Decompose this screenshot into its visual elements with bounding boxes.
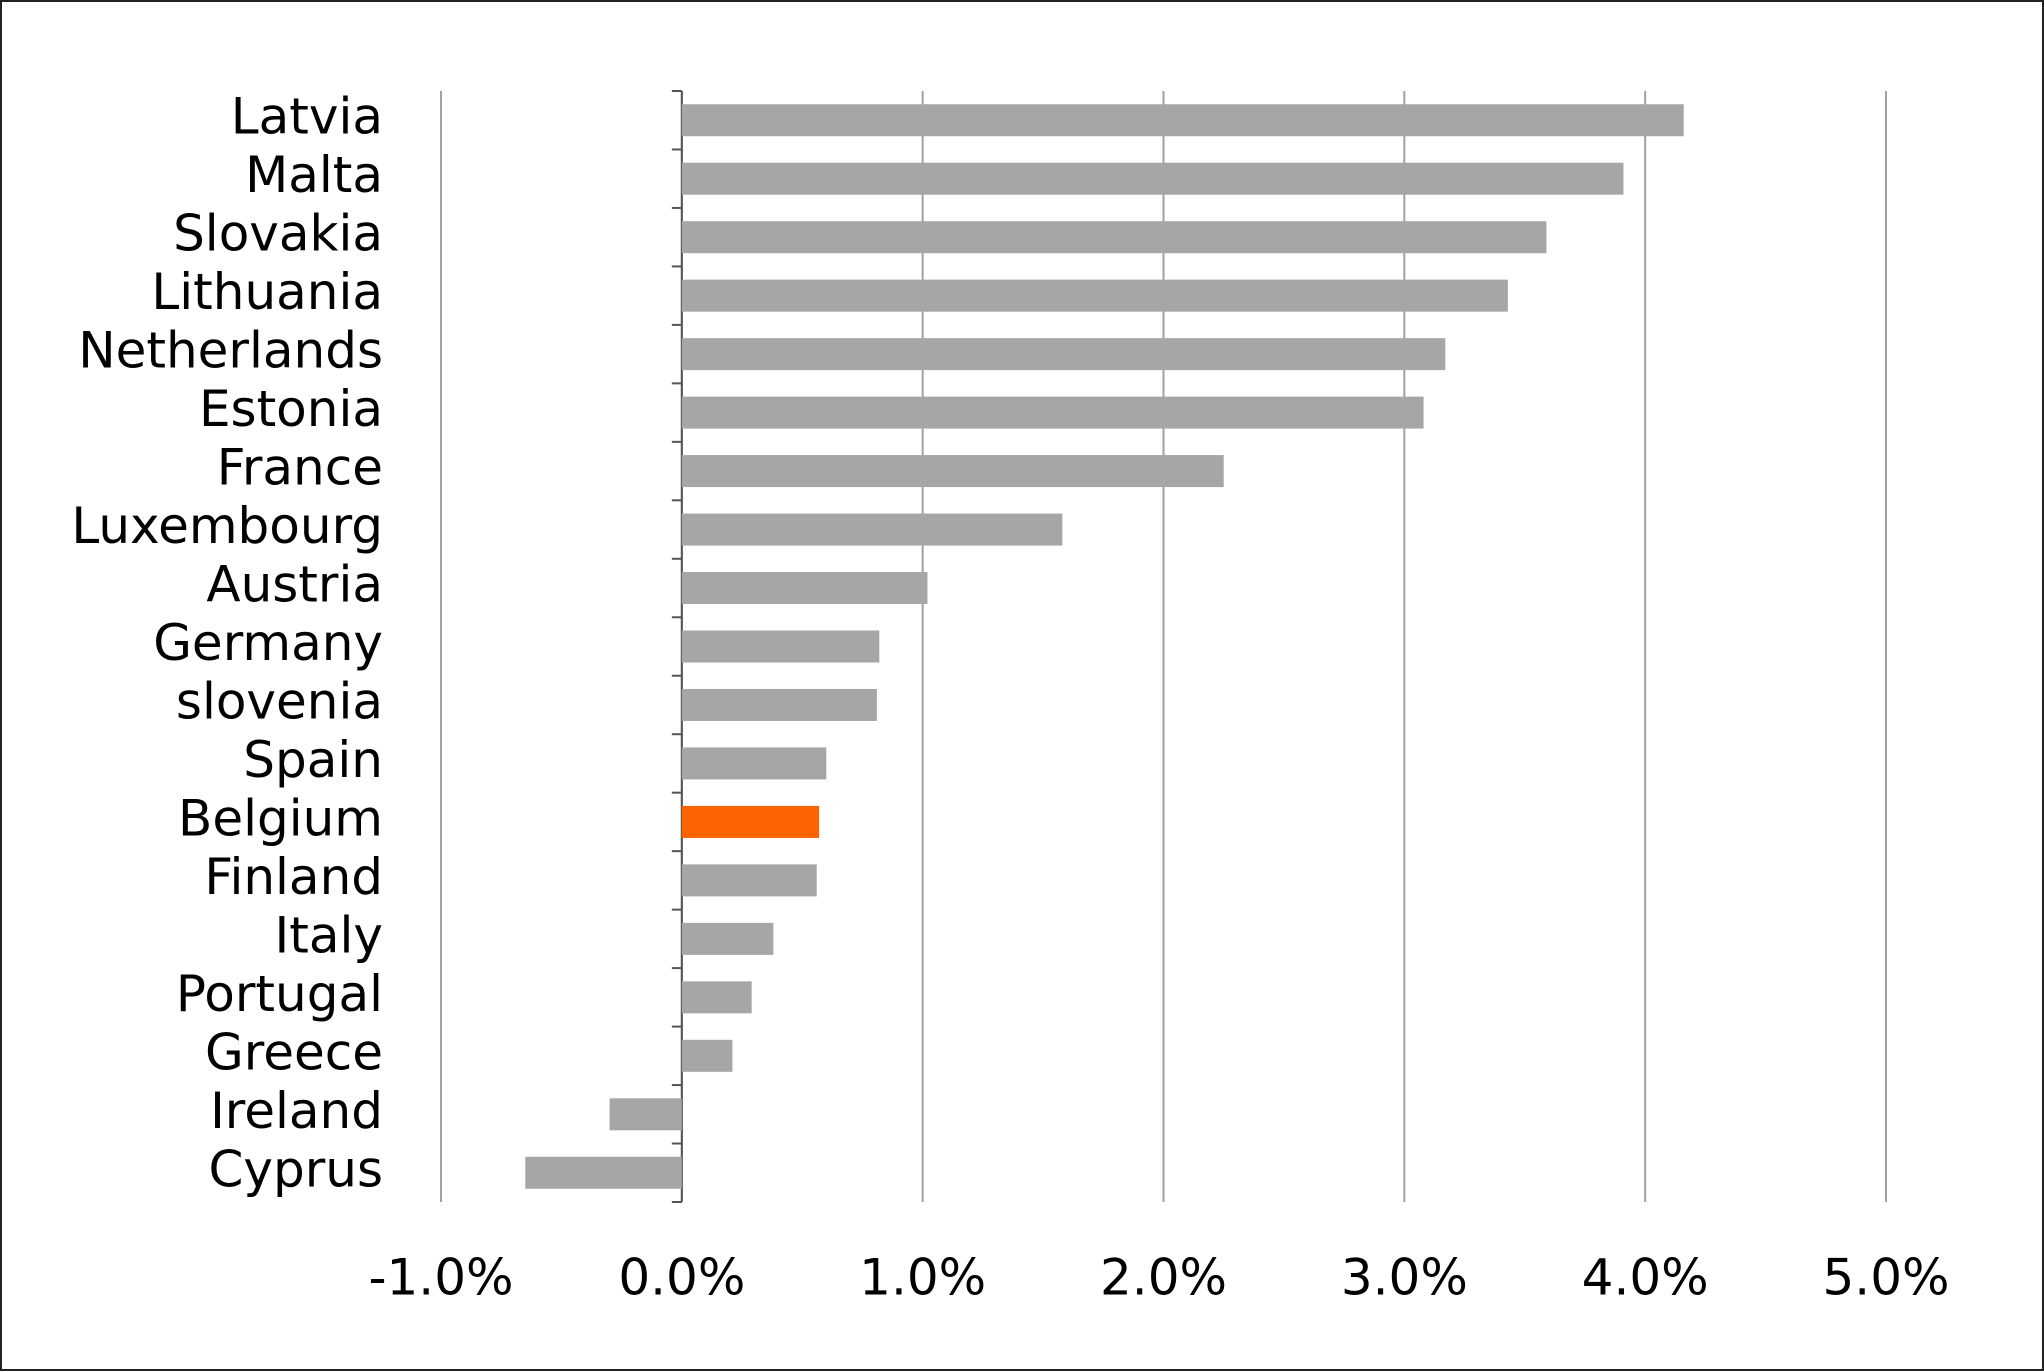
x-tick-label: 5.0%: [1822, 1249, 1949, 1307]
y-tick-label: Portugal: [176, 965, 383, 1023]
y-tick-label: Ireland: [210, 1082, 383, 1140]
bar: [681, 864, 817, 897]
x-tick-label: -1.0%: [368, 1249, 513, 1307]
bar: [681, 922, 774, 955]
bar: [681, 805, 820, 838]
bar: [609, 1098, 682, 1131]
bar: [681, 338, 1446, 371]
bar: [681, 630, 880, 663]
y-tick-label: Lithuania: [151, 263, 383, 321]
x-tick-label: 4.0%: [1582, 1249, 1709, 1307]
bar: [681, 981, 752, 1014]
x-tick-label: 2.0%: [1100, 1249, 1227, 1307]
y-tick-label: Finland: [204, 848, 383, 906]
bar: [525, 1156, 682, 1189]
bar: [681, 513, 1063, 546]
bar: [681, 688, 877, 721]
y-tick-label: Latvia: [231, 88, 383, 146]
y-tick-label: Cyprus: [208, 1140, 383, 1198]
x-tick-label: 3.0%: [1341, 1249, 1468, 1307]
bar: [681, 221, 1547, 254]
bar: [681, 1039, 733, 1072]
y-tick-label: Netherlands: [78, 322, 383, 380]
y-tick-label: Estonia: [199, 380, 383, 438]
y-tick-label: Belgium: [178, 789, 383, 847]
y-tick-label: Spain: [243, 731, 383, 789]
bar: [681, 747, 827, 780]
y-tick-label: Italy: [275, 906, 383, 964]
bar: [681, 396, 1424, 429]
y-tick-label: France: [217, 439, 383, 497]
x-tick-label: 0.0%: [618, 1249, 745, 1307]
y-tick-label: slovenia: [176, 672, 383, 730]
y-tick-label: Germany: [153, 614, 383, 672]
y-tick-label: Austria: [206, 556, 383, 614]
y-tick-label: Malta: [245, 146, 383, 204]
bar: [681, 572, 928, 605]
bar: [681, 279, 1508, 312]
x-tick-label: 1.0%: [859, 1249, 986, 1307]
y-tick-label: Slovakia: [173, 205, 383, 263]
y-tick-label: Luxembourg: [71, 497, 383, 555]
y-tick-label: Greece: [205, 1023, 383, 1081]
bar: [681, 104, 1684, 137]
bar: [681, 162, 1624, 195]
bar: [681, 455, 1224, 488]
